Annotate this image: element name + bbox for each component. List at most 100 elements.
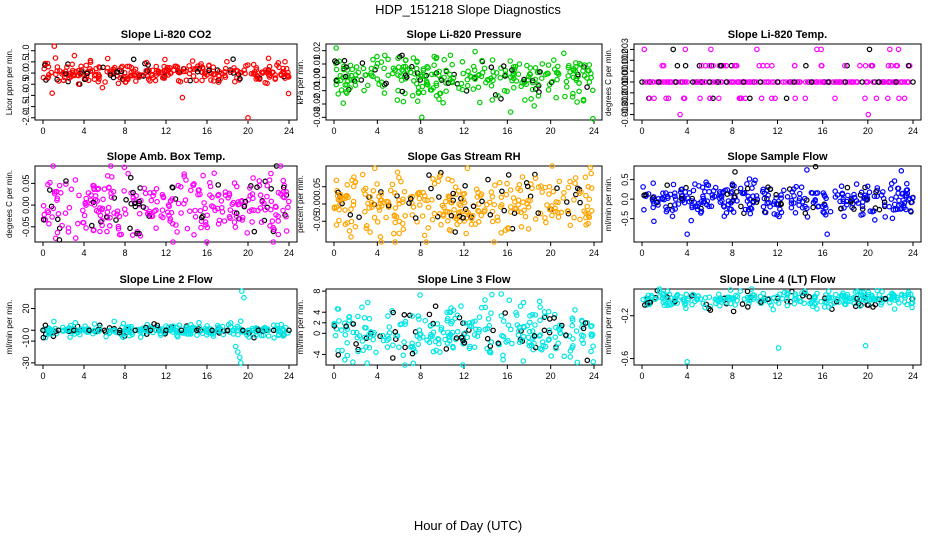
data-point	[515, 328, 522, 334]
data-point	[237, 318, 244, 325]
data-point	[677, 111, 683, 118]
data-point	[744, 288, 751, 295]
data-point	[174, 64, 181, 70]
data-point	[887, 79, 894, 85]
data-point	[97, 228, 103, 235]
data-point	[696, 200, 702, 207]
data-point	[449, 61, 456, 68]
data-point	[200, 172, 206, 179]
data-point	[570, 67, 577, 74]
data-point	[505, 172, 512, 178]
data-point	[726, 206, 733, 212]
data-point	[406, 312, 413, 319]
data-point	[552, 205, 559, 212]
data-point	[96, 322, 103, 329]
data-point	[140, 204, 147, 210]
data-point	[229, 327, 236, 334]
data-point	[501, 207, 508, 214]
data-point	[250, 327, 256, 334]
data-point	[71, 52, 78, 59]
data-point	[478, 304, 485, 311]
x-tick-label: 20	[546, 248, 556, 258]
data-point	[95, 209, 102, 215]
data-point	[465, 68, 471, 75]
data-point	[93, 65, 100, 72]
data-point	[174, 229, 180, 235]
data-point	[513, 78, 520, 84]
data-point	[689, 204, 695, 211]
data-point	[509, 67, 515, 73]
data-point	[406, 200, 412, 206]
data-point	[354, 76, 360, 83]
data-point	[791, 62, 798, 69]
data-point	[107, 69, 113, 75]
data-point	[806, 293, 813, 300]
data-point	[683, 291, 690, 298]
data-point	[572, 60, 579, 66]
data-point	[435, 178, 442, 185]
data-point	[495, 340, 502, 347]
data-point	[360, 187, 367, 194]
x-tick-label: 4	[685, 248, 690, 258]
x-tick-label: 20	[243, 126, 253, 136]
data-point	[143, 68, 149, 74]
data-point	[343, 89, 349, 95]
data-point	[423, 239, 430, 245]
data-point	[463, 209, 470, 215]
data-point	[367, 194, 373, 200]
data-point	[702, 304, 708, 311]
data-point	[268, 170, 274, 177]
y-tick-label: 0.003	[620, 38, 630, 61]
data-point	[667, 202, 674, 209]
data-point	[203, 222, 209, 228]
data-point	[392, 328, 399, 335]
data-point	[587, 164, 594, 171]
data-point	[422, 197, 428, 203]
data-point	[650, 79, 657, 85]
data-point	[264, 80, 270, 87]
y-tick-label: 0.001	[620, 60, 630, 83]
y-tick-label: 0.0	[620, 193, 630, 206]
data-point	[150, 192, 156, 199]
data-point	[331, 323, 338, 329]
data-point	[778, 195, 785, 201]
data-point	[492, 92, 499, 98]
data-point	[280, 65, 287, 72]
data-point	[443, 346, 450, 352]
data-point	[176, 322, 183, 329]
data-point	[521, 76, 527, 83]
data-point	[765, 192, 772, 199]
data-point	[269, 69, 276, 76]
data-point	[489, 97, 496, 103]
data-point	[517, 303, 524, 310]
data-point	[165, 66, 172, 72]
x-tick-label: 12	[772, 248, 782, 258]
data-point	[331, 320, 337, 327]
data-point	[83, 202, 89, 209]
data-point	[333, 66, 340, 73]
data-point	[689, 79, 696, 85]
data-point	[541, 327, 548, 334]
data-point	[851, 191, 857, 198]
data-point	[197, 207, 204, 214]
data-point	[446, 337, 453, 344]
outlier-point	[590, 115, 596, 122]
data-point	[720, 203, 727, 209]
data-point	[760, 290, 767, 297]
data-point	[360, 347, 366, 354]
data-point	[825, 288, 832, 295]
data-point	[204, 327, 210, 334]
data-point	[671, 296, 678, 302]
data-point	[667, 79, 674, 85]
y-tick-label: -0.002	[620, 91, 630, 117]
data-point	[54, 197, 60, 204]
data-point	[419, 73, 425, 80]
data-point	[669, 213, 676, 220]
data-point	[384, 344, 391, 350]
data-point	[253, 67, 260, 73]
data-point	[884, 95, 891, 102]
x-tick-label: 0	[639, 371, 644, 381]
data-point	[516, 61, 523, 67]
data-point	[881, 79, 888, 85]
